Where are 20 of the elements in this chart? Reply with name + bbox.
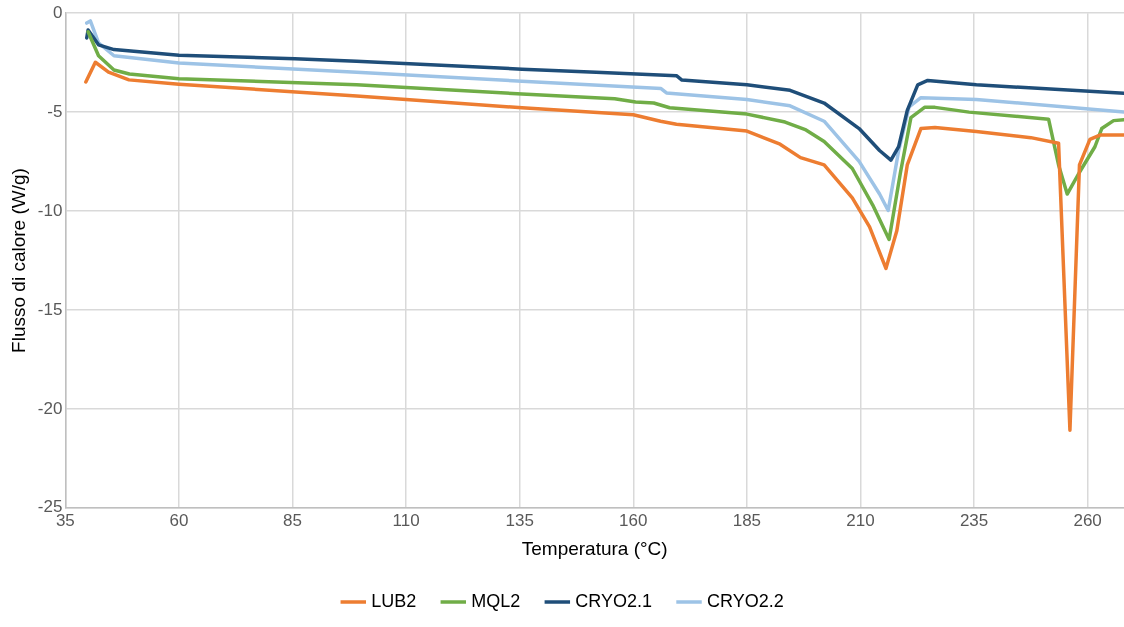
y-tick-label: 0 [52, 2, 63, 22]
x-tick-label: 135 [505, 510, 534, 530]
x-tick-label: 260 [1073, 510, 1102, 530]
x-tick-label: 110 [392, 510, 420, 530]
x-axis-title: Temperatura (°C) [521, 537, 668, 559]
y-axis-title: Flusso di calore (W/g) [7, 168, 29, 353]
x-tick-label: 85 [283, 510, 303, 530]
y-tick-label: -10 [37, 200, 63, 220]
legend-label: LUB2 [371, 590, 417, 611]
x-tick-label: 210 [846, 510, 875, 530]
x-tick-label: 60 [169, 510, 189, 530]
legend-label: CRYO2.2 [707, 590, 784, 611]
legend-label: CRYO2.1 [575, 590, 653, 611]
x-tick-label: 185 [732, 510, 762, 530]
legend-label: MQL2 [471, 590, 521, 611]
x-tick-label: 160 [619, 510, 648, 530]
x-tick-label: 235 [959, 510, 989, 530]
y-tick-label: -5 [47, 101, 63, 121]
y-tick-label: -15 [37, 299, 63, 319]
y-tick-label: -20 [37, 398, 63, 418]
